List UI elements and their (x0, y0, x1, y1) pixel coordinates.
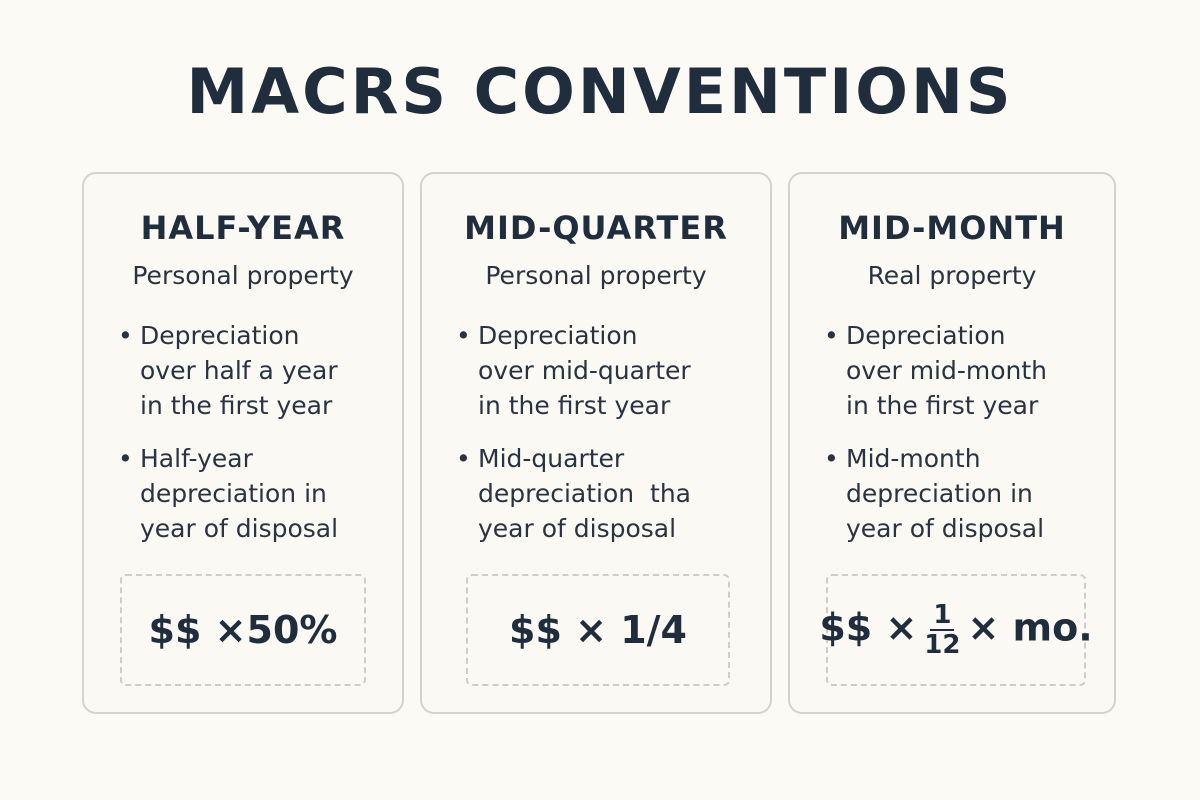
bullet-line: year of disposal (478, 514, 677, 543)
bullet-line: in the first year (846, 391, 1039, 420)
bullet-line: Depreciation (140, 321, 300, 350)
bullet-dot-icon: • (824, 444, 839, 473)
card-mid-quarter: MID-QUARTER Personal property • Deprecia… (420, 172, 772, 714)
page-title: MACRS CONVENTIONS (186, 55, 1014, 128)
bullet-item: • Depreciation over mid-month in the fir… (820, 318, 1102, 423)
card-mid-month: MID-MONTH Real property • Depreciation o… (788, 172, 1116, 714)
bullet-list: • Depreciation over half a year in the f… (114, 318, 390, 564)
bullet-item: • Depreciation over mid-quarter in the f… (452, 318, 758, 423)
bullet-dot-icon: • (456, 321, 471, 350)
bullet-item: • Half-year depreciation in year of disp… (114, 441, 390, 546)
bullet-line: depreciation in (846, 479, 1033, 508)
card-subtitle: Personal property (485, 261, 707, 290)
bullet-line: in the first year (478, 391, 671, 420)
card-subtitle: Personal property (132, 261, 354, 290)
formula-text: $$ × 1 12 × mo. (819, 601, 1092, 659)
bullet-item: • Mid-month depreciation in year of disp… (820, 441, 1102, 546)
bullet-line: year of disposal (140, 514, 339, 543)
bullet-line: in the first year (140, 391, 333, 420)
card-title: HALF-YEAR (140, 209, 346, 247)
bullet-line: Mid-quarter (478, 444, 625, 473)
bullet-line: depreciation in (140, 479, 327, 508)
formula-text: $$ × 1/4 (509, 608, 687, 652)
bullet-line: year of disposal (846, 514, 1045, 543)
fraction: 1 12 (921, 601, 963, 659)
bullet-dot-icon: • (118, 321, 133, 350)
card-title: MID-MONTH (838, 209, 1066, 247)
formula-box: $$ × 1/4 (466, 574, 730, 686)
fraction-numerator: 1 (930, 601, 955, 631)
bullet-list: • Depreciation over mid-month in the fir… (820, 318, 1102, 564)
formula-suffix: × mo. (967, 605, 1093, 650)
bullet-line: Half-year (140, 444, 253, 473)
bullet-line: depreciation tha (478, 479, 691, 508)
bullet-line: over mid-quarter (478, 356, 691, 385)
formula-prefix: $$ × (819, 605, 918, 650)
bullet-dot-icon: • (118, 444, 133, 473)
formula-box: $$ ×50% (120, 574, 366, 686)
bullet-line: Depreciation (846, 321, 1006, 350)
bullet-line: Depreciation (478, 321, 638, 350)
bullet-line: Mid-month (846, 444, 981, 473)
bullet-list: • Depreciation over mid-quarter in the f… (452, 318, 758, 564)
card-subtitle: Real property (867, 261, 1037, 290)
bullet-dot-icon: • (824, 321, 839, 350)
formula-text: $$ ×50% (148, 608, 338, 652)
bullet-item: • Depreciation over half a year in the f… (114, 318, 390, 423)
card-title: MID-QUARTER (464, 209, 728, 247)
fraction-denominator: 12 (924, 630, 961, 660)
formula-box: $$ × 1 12 × mo. (819, 574, 1093, 686)
bullet-line: over half a year (140, 356, 338, 385)
bullet-item: • Mid-quarter depreciation tha year of d… (452, 441, 758, 546)
bullet-line: over mid-month (846, 356, 1048, 385)
bullet-dot-icon: • (456, 444, 471, 473)
card-half-year: HALF-YEAR Personal property • Depreciati… (82, 172, 404, 714)
